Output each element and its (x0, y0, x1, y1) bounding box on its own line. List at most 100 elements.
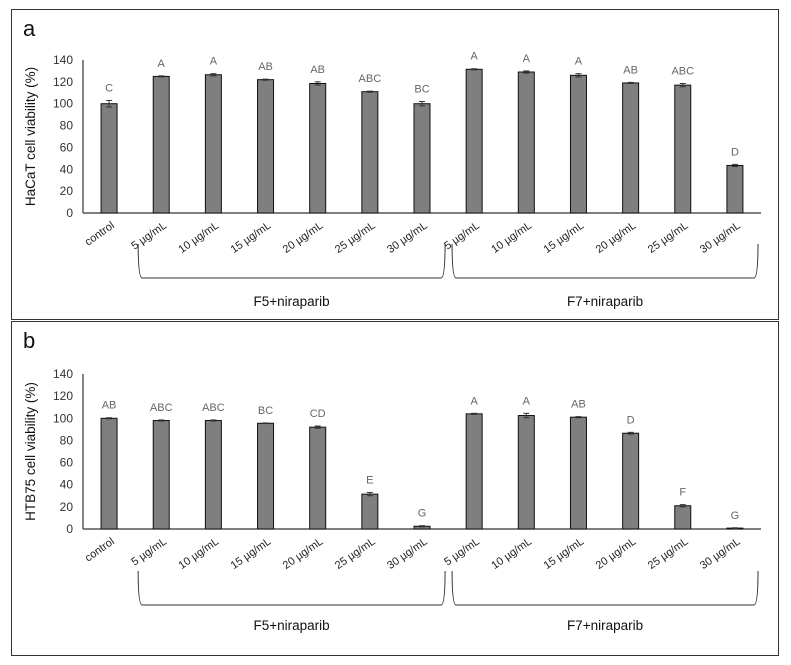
group-bracket (137, 243, 446, 279)
bar (622, 82, 640, 214)
error-bar (471, 412, 478, 415)
y-tick-label: 140 (53, 367, 73, 381)
bar (100, 417, 118, 530)
error-bar (679, 504, 686, 508)
significance-letter: AB (571, 399, 586, 411)
significance-letter: AB (310, 64, 325, 76)
bar (152, 420, 170, 530)
significance-letter: BC (414, 84, 429, 96)
y-tick-label: 80 (60, 433, 74, 447)
significance-letter: G (731, 510, 740, 522)
significance-letter: A (523, 395, 531, 407)
category-label: 20 µg/mL (594, 220, 639, 256)
bar (726, 164, 744, 214)
y-axis-label: HTB75 cell viability (%) (23, 382, 38, 521)
significance-letter: AB (623, 64, 638, 76)
error-bar (210, 419, 217, 422)
error-bar (106, 417, 113, 420)
y-tick-label: 120 (53, 75, 73, 89)
bar (204, 420, 222, 530)
bar (257, 422, 275, 530)
category-label: 25 µg/mL (333, 536, 378, 572)
category-label: 10 µg/mL (176, 536, 221, 572)
category-label: 20 µg/mL (281, 220, 326, 256)
category-label: 10 µg/mL (489, 536, 534, 572)
category-label: 30 µg/mL (385, 536, 430, 572)
category-label: control (83, 220, 117, 249)
y-tick-label: 100 (53, 97, 73, 111)
y-tick-label: 40 (60, 162, 74, 176)
y-tick-label: 40 (60, 478, 74, 492)
significance-letter: A (158, 58, 166, 70)
category-label: 20 µg/mL (594, 536, 639, 572)
error-bar (523, 70, 530, 74)
category-label: 5 µg/mL (442, 220, 482, 253)
significance-letter: ABC (359, 73, 382, 85)
group-label: F7+niraparib (567, 618, 643, 633)
category-label: 15 µg/mL (229, 220, 274, 256)
error-bar (106, 99, 113, 108)
y-tick-label: 60 (60, 140, 74, 154)
significance-letter: ABC (671, 65, 694, 77)
error-bar (627, 431, 634, 435)
bar (361, 91, 379, 214)
group-bracket (451, 570, 759, 606)
category-label: 25 µg/mL (333, 220, 378, 256)
error-bar (575, 416, 582, 419)
bar (674, 84, 692, 214)
significance-letter: A (470, 51, 478, 63)
significance-letter: A (470, 395, 478, 407)
y-tick-label: 120 (53, 389, 73, 403)
significance-letter: F (679, 487, 686, 499)
y-tick-label: 0 (66, 522, 73, 536)
bar (674, 505, 692, 530)
significance-letter: A (575, 56, 583, 68)
y-tick-label: 80 (60, 119, 74, 133)
category-label: control (83, 536, 117, 565)
error-bar (158, 419, 165, 422)
category-label: 20 µg/mL (281, 536, 326, 572)
bar (569, 416, 587, 530)
category-label: 25 µg/mL (646, 220, 691, 256)
category-label: 5 µg/mL (129, 536, 169, 569)
category-label: 15 µg/mL (542, 536, 587, 572)
category-label: 5 µg/mL (129, 220, 169, 253)
error-bar (731, 163, 738, 168)
error-bar (366, 491, 373, 497)
error-bar (679, 82, 686, 88)
significance-letter: A (523, 53, 531, 65)
y-axis-label: HaCaT cell viability (%) (23, 67, 38, 206)
significance-letter: D (731, 146, 739, 158)
error-bar (731, 527, 738, 529)
significance-letter: ABC (150, 402, 173, 414)
bar (100, 103, 118, 214)
y-tick-label: 20 (60, 500, 74, 514)
bar (204, 74, 222, 214)
bar (152, 75, 170, 214)
error-bar (575, 73, 582, 78)
significance-letter: AB (102, 400, 117, 412)
y-tick-label: 140 (53, 53, 73, 67)
significance-letter: A (210, 56, 218, 68)
chart-panel-b: b 0 20 40 60 80 100 120 140 HTB75 cell viability… (11, 321, 779, 656)
category-label: 25 µg/mL (646, 536, 691, 572)
error-bar (314, 425, 321, 429)
y-tick-label: 60 (60, 456, 74, 470)
error-bar (314, 81, 321, 86)
panel-label-a: a (23, 16, 36, 41)
significance-letter: E (366, 474, 373, 486)
group-label: F7+niraparib (567, 294, 643, 309)
error-bar (471, 68, 478, 71)
category-label: 15 µg/mL (229, 536, 274, 572)
y-tick-label: 20 (60, 184, 74, 198)
chart-panel-a: a 0 20 40 60 80 100 120 140 HaCaT cell viability… (11, 9, 779, 320)
bar (465, 413, 483, 530)
category-label: 10 µg/mL (489, 220, 534, 256)
significance-letter: C (105, 82, 113, 94)
bar (465, 68, 483, 214)
bar (517, 415, 535, 530)
category-label: 10 µg/mL (176, 220, 221, 256)
significance-letter: G (418, 508, 427, 520)
group-label: F5+niraparib (254, 618, 330, 633)
error-bar (419, 525, 425, 528)
